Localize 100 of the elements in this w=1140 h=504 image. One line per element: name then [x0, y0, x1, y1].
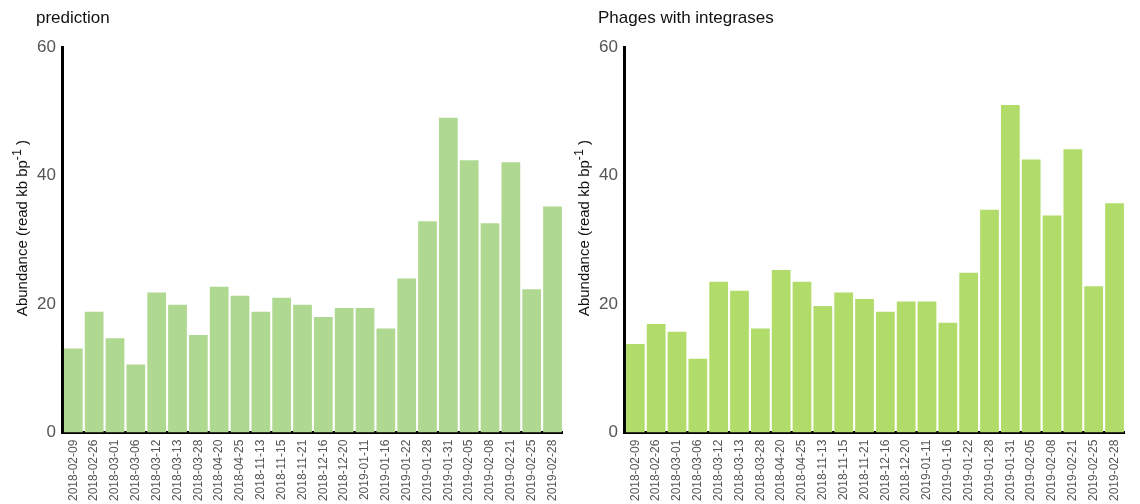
bar [334, 308, 354, 433]
x-tick-label: 2018-12-16 [877, 439, 892, 502]
bar [459, 160, 479, 433]
bar [522, 289, 542, 433]
bar [1084, 286, 1104, 433]
x-tick-label: 2018-11-21 [856, 439, 871, 501]
bar [625, 343, 645, 433]
x-tick-label: 2019-01-28 [419, 439, 434, 502]
bar [834, 292, 854, 433]
x-tick-label: 2018-02-09 [65, 439, 80, 502]
bar [313, 316, 333, 433]
bar [896, 301, 916, 433]
x-tick-label: 2018-11-13 [253, 439, 268, 501]
x-tick-label: 2018-04-20 [773, 439, 788, 502]
x-tick-label: 2019-01-22 [960, 439, 975, 502]
x-tick-label: 2018-03-13 [731, 439, 746, 502]
x-tick-label: 2019-02-08 [482, 439, 497, 502]
y-tick-label: 40 [598, 165, 618, 185]
x-tick-label: 2018-03-12 [710, 439, 725, 502]
bar [875, 311, 895, 433]
bar [980, 209, 999, 433]
bar [646, 324, 666, 433]
x-tick-label: 2018-11-15 [835, 439, 850, 501]
x-tick-label: 2019-01-16 [378, 439, 393, 502]
y-tick-label: 0 [46, 422, 56, 442]
x-tick-label: 2018-03-01 [107, 439, 122, 502]
bar [147, 292, 167, 433]
bar [376, 328, 396, 433]
bar [543, 206, 562, 433]
x-tick-label: 2019-01-11 [357, 439, 372, 501]
bar [938, 322, 958, 433]
bar [397, 278, 417, 433]
y-tick-label: 40 [36, 165, 56, 185]
x-tick-label: 2018-03-28 [752, 439, 767, 502]
y-tick-label: 60 [598, 36, 618, 56]
x-tick-label: 2019-02-28 [544, 439, 559, 502]
bar [709, 281, 729, 433]
bar [418, 221, 437, 433]
bar [667, 331, 687, 433]
chart-title: prediction [36, 8, 110, 28]
x-tick-label: 2018-03-06 [690, 439, 705, 502]
x-tick-label: 2018-02-26 [648, 439, 663, 502]
x-tick-label: 2018-03-06 [128, 439, 143, 502]
x-tick-label: 2019-02-25 [523, 439, 538, 502]
x-tick-label: 2018-02-26 [86, 439, 101, 502]
x-tick-label: 2018-04-25 [232, 439, 247, 502]
x-tick-label: 2018-03-13 [169, 439, 184, 502]
bar [1021, 159, 1041, 433]
bar [84, 311, 104, 433]
y-tick-label: 0 [608, 422, 618, 442]
x-tick-label: 2018-03-01 [669, 439, 684, 502]
x-tick-label: 2018-11-15 [273, 439, 288, 501]
x-tick-label: 2019-02-21 [503, 439, 518, 502]
x-tick-label: 2019-01-31 [440, 439, 455, 502]
x-tick-label: 2019-01-28 [981, 439, 996, 502]
x-tick-label: 2018-03-12 [148, 439, 163, 502]
bar [63, 348, 83, 433]
x-tick-label: 2018-04-20 [211, 439, 226, 502]
bar [168, 304, 187, 433]
bar [855, 299, 874, 433]
x-tick-label: 2018-12-20 [336, 439, 351, 502]
x-tick-label: 2018-11-21 [294, 439, 309, 501]
bar [209, 286, 229, 433]
bar [1063, 149, 1083, 433]
bar [917, 301, 937, 433]
x-tick-label: 2019-01-16 [940, 439, 955, 502]
bar [188, 334, 208, 433]
bar [1105, 203, 1124, 433]
bar [959, 272, 979, 433]
x-tick-label: 2019-02-08 [1044, 439, 1059, 502]
bar [750, 328, 770, 433]
x-tick-label: 2018-12-20 [898, 439, 913, 502]
y-tick-label: 20 [36, 293, 56, 313]
bar [813, 306, 833, 433]
x-tick-label: 2018-04-25 [794, 439, 809, 502]
bar [272, 297, 292, 433]
bar [355, 308, 375, 433]
bar [1000, 105, 1020, 433]
bar [438, 117, 458, 433]
x-tick-label: 2019-02-21 [1065, 439, 1080, 502]
bar [688, 358, 708, 433]
bar [293, 304, 312, 433]
bar [251, 311, 271, 433]
bar [792, 281, 812, 433]
bar [501, 162, 521, 433]
x-tick-label: 2019-01-11 [919, 439, 934, 501]
x-tick-label: 2018-03-28 [190, 439, 205, 502]
x-tick-label: 2019-02-05 [1023, 439, 1038, 502]
x-tick-label: 2019-01-22 [398, 439, 413, 502]
bar [480, 223, 500, 433]
bar [126, 364, 146, 433]
x-tick-label: 2019-02-25 [1085, 439, 1100, 502]
bar [105, 338, 125, 433]
x-tick-label: 2018-12-16 [315, 439, 330, 502]
x-tick-label: 2018-11-13 [815, 439, 830, 501]
y-tick-label: 60 [36, 36, 56, 56]
bar [1042, 215, 1062, 433]
x-tick-label: 2019-02-05 [461, 439, 476, 502]
x-tick-label: 2018-02-09 [627, 439, 642, 502]
chart-title: Phages with integrases [598, 8, 774, 28]
